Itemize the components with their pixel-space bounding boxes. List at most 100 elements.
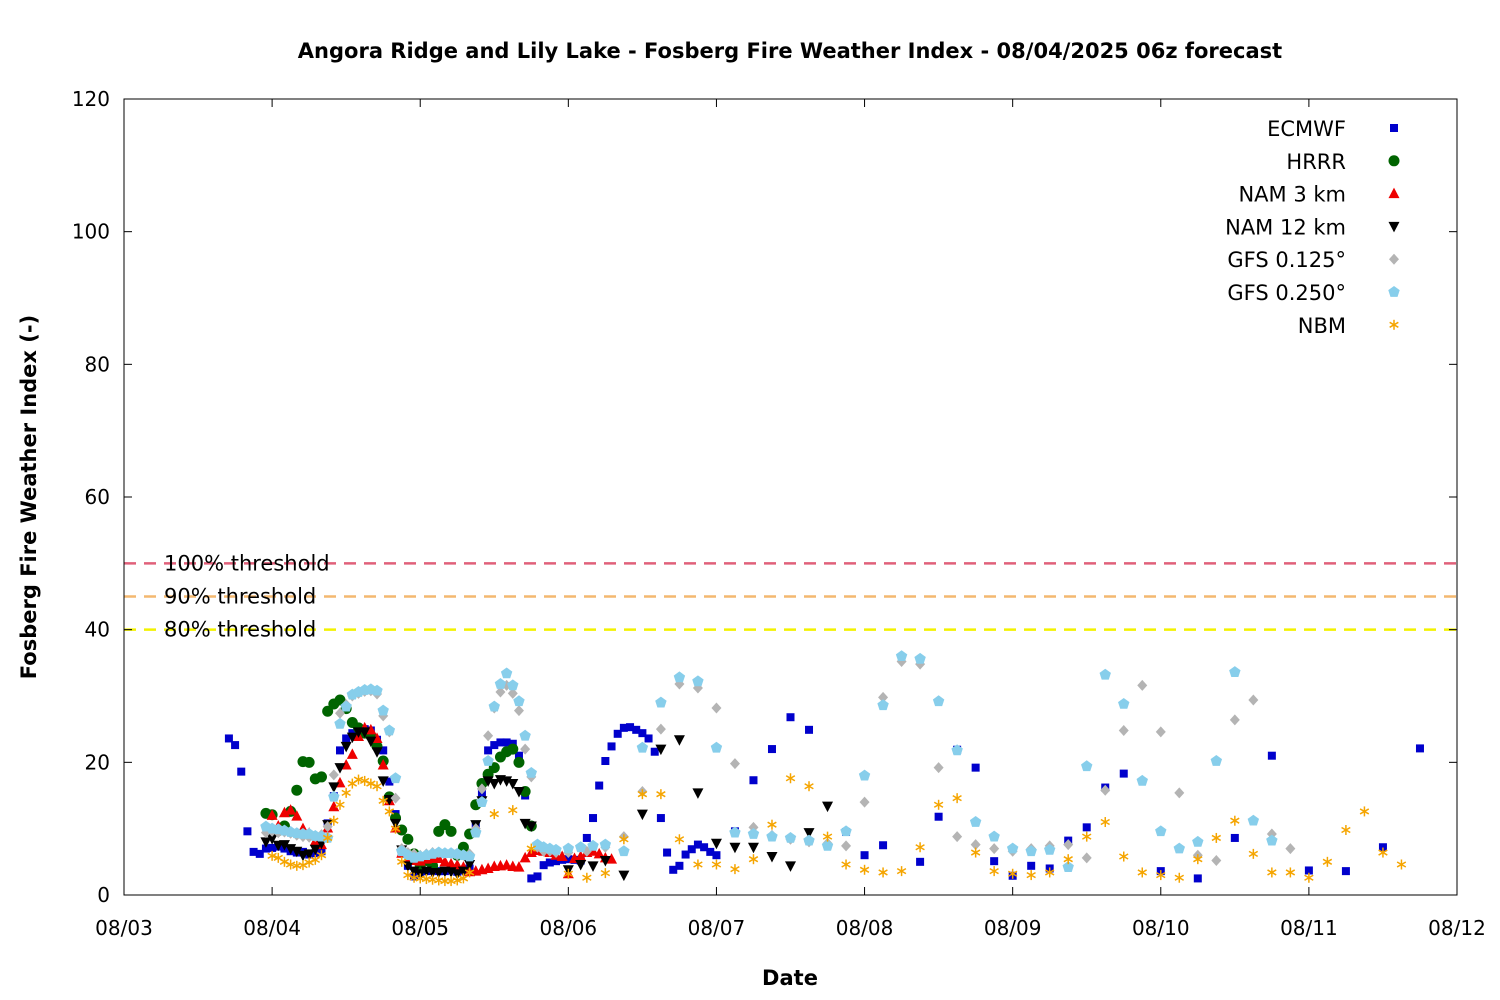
data-point	[304, 857, 314, 868]
data-point	[841, 859, 851, 870]
data-point	[969, 816, 982, 827]
data-point	[619, 723, 628, 732]
data-point	[335, 746, 344, 755]
data-point	[932, 695, 945, 707]
data-point	[334, 763, 346, 774]
data-point	[249, 847, 258, 856]
data-point	[916, 857, 925, 866]
data-point	[507, 743, 519, 755]
data-point	[895, 650, 908, 662]
data-point	[551, 857, 560, 866]
data-point	[1304, 866, 1313, 875]
data-point	[711, 859, 722, 870]
data-point	[803, 834, 815, 846]
data-point	[1359, 806, 1370, 817]
data-point	[371, 684, 383, 696]
data-point	[784, 831, 797, 843]
data-point	[507, 779, 519, 790]
data-point	[619, 834, 629, 845]
data-point	[785, 861, 796, 872]
data-point	[378, 795, 388, 806]
data-point	[266, 834, 278, 845]
data-point	[445, 825, 457, 837]
data-point	[1285, 843, 1296, 855]
data-point	[347, 778, 358, 789]
data-point	[500, 667, 513, 679]
data-point	[1378, 843, 1387, 852]
data-point	[285, 844, 297, 855]
data-point	[878, 691, 889, 703]
data-point	[1156, 870, 1166, 881]
data-point	[501, 776, 513, 787]
data-point	[575, 850, 587, 862]
data-point	[519, 851, 531, 863]
data-point	[710, 838, 722, 850]
x-axis-ticks: 08/03 08/04 08/05 08/06 08/07 08/08 08/09 08/10…	[95, 99, 1486, 940]
x-tick-label: 08/08	[836, 916, 894, 940]
data-point	[458, 873, 469, 884]
data-point	[1266, 834, 1278, 846]
data-point	[298, 860, 308, 871]
data-point	[488, 700, 500, 712]
data-point	[1211, 832, 1222, 843]
data-point	[637, 789, 648, 800]
data-point	[804, 781, 814, 792]
data-point	[440, 876, 450, 887]
data-point	[390, 792, 401, 804]
data-point	[377, 758, 389, 770]
data-point	[384, 806, 395, 817]
data-point	[291, 810, 303, 821]
data-point	[710, 741, 723, 753]
data-point	[914, 652, 926, 664]
data-point	[408, 866, 420, 878]
series-nbm	[267, 773, 1407, 887]
data-point	[821, 839, 834, 851]
data-point	[971, 763, 980, 772]
data-point	[260, 837, 272, 848]
data-point	[730, 864, 740, 875]
data-point	[545, 858, 554, 867]
data-point	[488, 779, 500, 790]
data-point	[434, 875, 444, 886]
data-point	[476, 783, 487, 795]
data-point	[383, 724, 396, 736]
y-tick-label: 80	[85, 352, 110, 376]
data-point	[291, 846, 303, 858]
data-point	[600, 868, 611, 879]
data-point	[513, 756, 525, 768]
y-tick-label: 60	[85, 485, 110, 509]
data-point	[1136, 774, 1148, 786]
legend-marker	[1389, 319, 1399, 330]
data-point	[340, 700, 352, 712]
data-point	[1415, 744, 1424, 753]
data-point	[1099, 668, 1111, 680]
data-point	[562, 842, 575, 854]
legend-label: GFS 0.125°	[1227, 248, 1346, 272]
data-point	[335, 799, 345, 810]
data-point	[915, 842, 925, 853]
x-tick-label: 08/03	[95, 916, 153, 940]
data-point	[747, 827, 760, 839]
data-point	[601, 757, 610, 766]
data-point	[575, 859, 587, 871]
data-point	[1192, 835, 1204, 847]
data-point	[457, 866, 469, 878]
data-point	[322, 821, 333, 833]
data-point	[712, 851, 721, 860]
data-point	[1081, 852, 1092, 864]
data-point	[989, 843, 1000, 855]
data-point	[1341, 867, 1350, 876]
data-point	[224, 734, 233, 743]
data-point	[278, 840, 290, 851]
data-point	[626, 723, 635, 732]
data-point	[1063, 839, 1074, 851]
data-point	[767, 745, 776, 754]
legend-marker	[1389, 253, 1399, 265]
data-point	[377, 776, 389, 787]
data-point	[860, 851, 869, 860]
y-tick-label: 0	[97, 883, 110, 907]
data-point	[896, 866, 907, 877]
data-point	[303, 849, 315, 860]
data-point	[1043, 843, 1056, 855]
data-point	[396, 856, 407, 867]
